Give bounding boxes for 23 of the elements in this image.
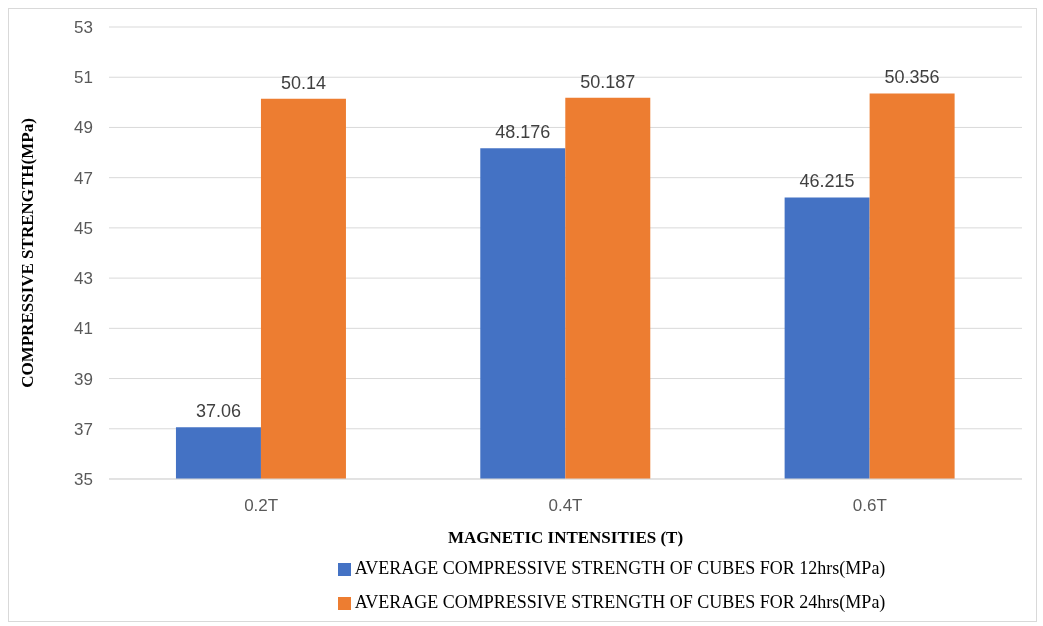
y-tick-label: 39 xyxy=(74,369,93,389)
data-label: 48.176 xyxy=(495,122,551,143)
y-tick-label: 35 xyxy=(74,470,93,490)
y-axis-title: COMPRESSIVE STRENGTH(MPa) xyxy=(18,118,38,388)
y-tick-label: 51 xyxy=(74,68,93,88)
x-tick-label: 0.4T xyxy=(548,496,583,516)
y-tick-label: 53 xyxy=(74,18,93,38)
data-label: 46.215 xyxy=(799,171,855,192)
x-tick-label: 0.2T xyxy=(244,496,279,516)
y-tick-label: 43 xyxy=(74,269,93,289)
y-tick-label: 41 xyxy=(74,319,93,339)
legend-label: AVERAGE COMPRESSIVE STRENGTH OF CUBES FOR 12hrs(MPa) xyxy=(354,558,886,578)
x-tick-label: 0.6T xyxy=(852,496,887,516)
y-tick-label: 45 xyxy=(74,218,93,238)
y-tick-label: 49 xyxy=(74,118,93,138)
x-axis-title: MAGNETIC INTENSITIES (T) xyxy=(447,528,684,547)
y-tick-label: 37 xyxy=(74,419,93,439)
data-label: 37.06 xyxy=(195,401,241,422)
data-label: 50.187 xyxy=(580,71,636,92)
data-label: 50.14 xyxy=(280,72,326,93)
data-label: 50.356 xyxy=(884,67,940,88)
legend-label: AVERAGE COMPRESSIVE STRENGTH OF CUBES FOR 24hrs(MPa) xyxy=(354,592,886,612)
y-tick-label: 47 xyxy=(74,168,93,188)
